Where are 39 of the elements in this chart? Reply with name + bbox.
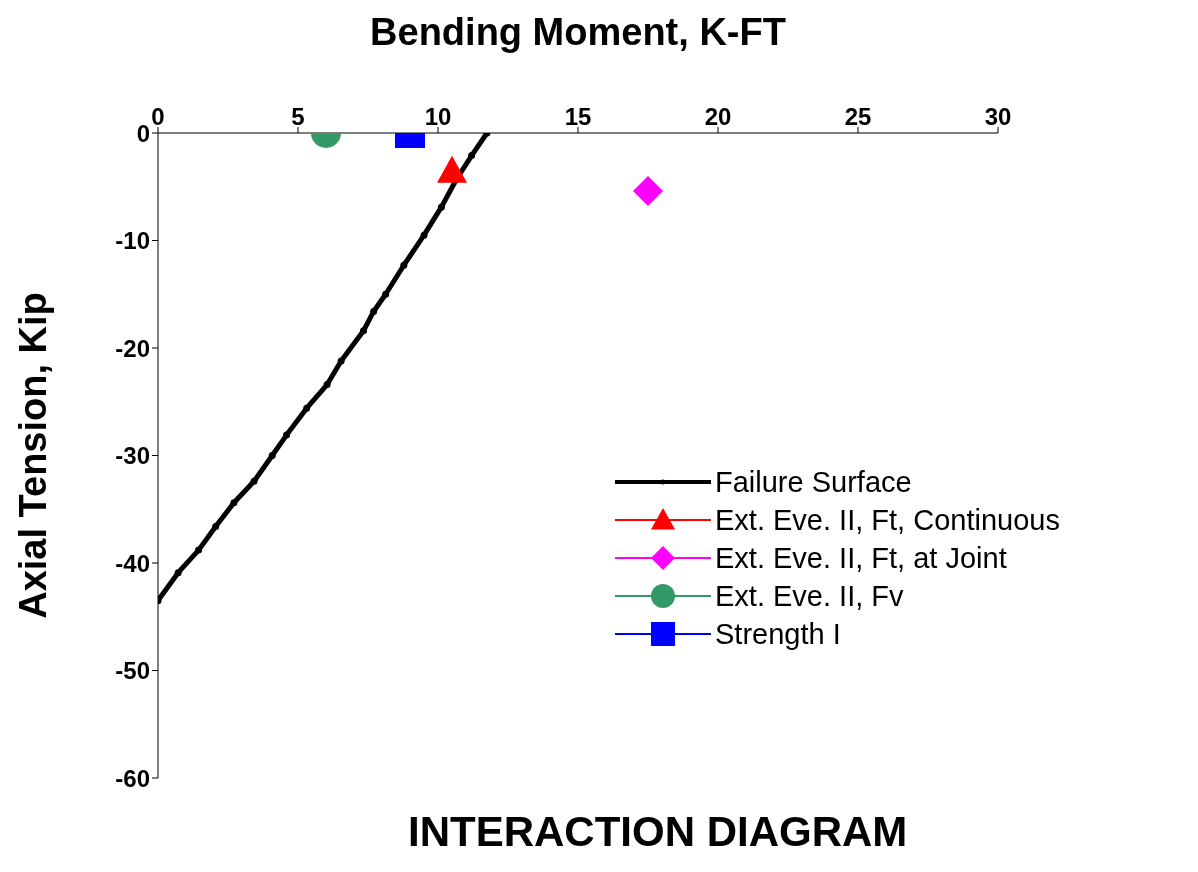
legend-label: Ext. Eve. II, Ft, Continuous <box>715 503 1060 537</box>
legend-label: Failure Surface <box>715 465 912 499</box>
point <box>468 152 476 160</box>
x-tick-label: 20 <box>704 103 732 130</box>
x-axis-title: Bending Moment, K-FT <box>370 10 786 53</box>
point <box>323 381 331 389</box>
legend-label: Strength I <box>715 617 841 651</box>
point <box>212 522 220 530</box>
x-tick-label: 5 <box>291 103 305 130</box>
y-axis-title: Axial Tension, Kip <box>12 292 55 619</box>
legend-label: Ext. Eve. II, Fv <box>715 579 904 613</box>
point <box>382 290 390 298</box>
x-tick-label: 25 <box>844 103 872 130</box>
point <box>250 477 258 485</box>
point <box>400 261 408 269</box>
x-tick-label: 30 <box>984 103 1012 130</box>
point <box>370 307 378 315</box>
point <box>337 357 345 365</box>
x-tick-label: 10 <box>424 103 452 130</box>
legend-label: Ext. Eve. II, Ft, at Joint <box>715 541 1007 575</box>
y-tick-label: -40 <box>115 549 150 577</box>
y-tick-label: -30 <box>115 442 150 470</box>
point <box>268 452 276 459</box>
point <box>283 431 291 439</box>
point <box>303 404 311 412</box>
point <box>195 546 203 554</box>
point <box>633 176 663 207</box>
y-tick-label: -60 <box>115 764 150 792</box>
point <box>437 203 445 211</box>
point <box>437 155 467 183</box>
point <box>230 499 238 507</box>
text: INTERACTION DIAGRAM <box>408 808 908 856</box>
y-tick-label: -20 <box>115 334 150 362</box>
x-tick-label: 15 <box>564 103 592 130</box>
y-tick-label: -10 <box>115 227 150 255</box>
point <box>174 569 182 577</box>
y-tick-label: -50 <box>115 657 150 685</box>
point <box>360 327 368 335</box>
point <box>420 231 428 239</box>
